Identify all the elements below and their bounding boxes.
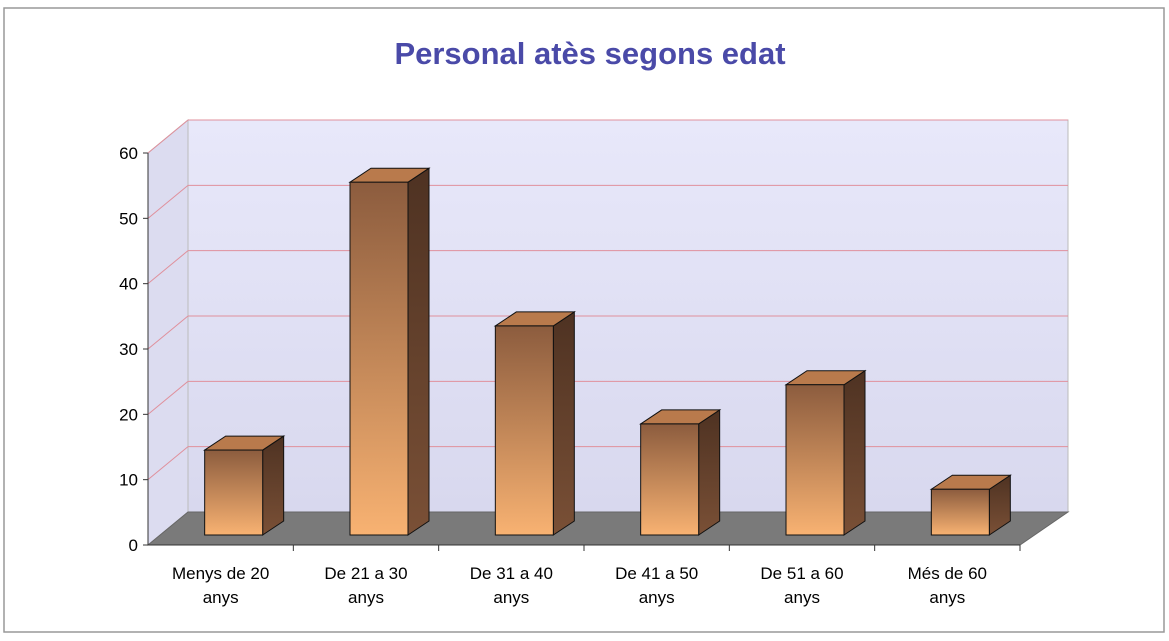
grid-line	[147, 250, 189, 285]
bar	[640, 423, 700, 536]
y-tick-label: 20	[119, 405, 138, 424]
grid-line	[147, 380, 189, 415]
bar	[349, 181, 409, 536]
x-tick-label: Més de 60 anys	[908, 564, 987, 607]
bar-side	[698, 408, 721, 536]
bar-side	[407, 167, 430, 536]
x-tick-label: De 51 a 60 anys	[760, 564, 843, 607]
bar-side	[843, 369, 866, 536]
bar-side	[552, 310, 575, 536]
grid-line	[147, 119, 189, 154]
bar	[204, 449, 264, 536]
y-tick-label: 30	[119, 340, 138, 359]
x-tick-label: De 21 a 30 anys	[324, 564, 407, 607]
x-tick-label: Menys de 20 anys	[172, 564, 269, 607]
y-tick-label: 50	[119, 209, 138, 228]
y-tick-label: 40	[119, 275, 138, 294]
bar	[785, 384, 845, 536]
grid-line	[147, 446, 189, 481]
y-tick-label: 60	[119, 144, 138, 163]
y-tick-label: 0	[129, 536, 138, 555]
grid-line	[147, 184, 189, 219]
x-tick-label: De 41 a 50 anys	[615, 564, 698, 607]
chart-title: Personal atès segons edat	[394, 36, 785, 71]
x-tick-label: De 31 a 40 anys	[470, 564, 553, 607]
bar	[494, 325, 554, 536]
y-tick-label: 10	[119, 471, 138, 490]
grid-line	[147, 315, 189, 350]
floor	[146, 511, 1070, 546]
bar	[930, 488, 990, 536]
bar-side	[262, 435, 285, 536]
